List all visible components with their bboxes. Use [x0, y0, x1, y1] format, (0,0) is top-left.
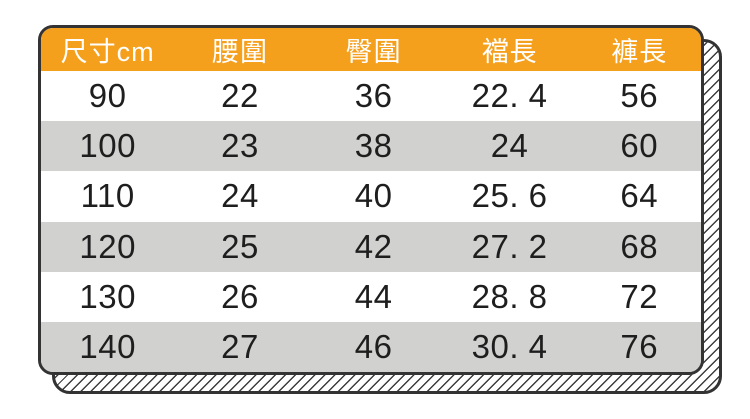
table-cell: 28. 8 — [471, 277, 548, 315]
table-cell: 24 — [490, 127, 529, 165]
table-cell: 56 — [620, 77, 659, 115]
column-header-hip: 臀圍 — [345, 37, 402, 67]
table-row: 140 27 46 30. 4 76 — [41, 321, 701, 372]
table-row: 110 24 40 25. 6 64 — [41, 171, 701, 222]
table-row: 130 26 44 28. 8 72 — [41, 271, 701, 322]
table-row: 100 23 38 24 60 — [41, 121, 701, 172]
table-row: 90 22 36 22. 4 56 — [41, 71, 701, 122]
table-cell: 25. 6 — [471, 177, 548, 215]
table-header-row: 尺寸cm 腰圍 臀圍 襠長 褲長 — [41, 28, 701, 71]
column-header-length: 褲長 — [611, 37, 668, 67]
table-cell: 110 — [80, 177, 135, 215]
size-chart-card: 尺寸cm 腰圍 臀圍 襠長 褲長 90 22 36 22. 4 56 100 2… — [38, 25, 704, 375]
table-cell: 68 — [620, 227, 659, 265]
column-header-crotch: 襠長 — [481, 37, 538, 67]
table-cell: 22 — [221, 77, 259, 115]
table-cell: 90 — [88, 77, 127, 115]
table-cell: 44 — [354, 277, 393, 315]
table-cell: 46 — [354, 327, 393, 365]
table-cell: 22. 4 — [471, 77, 548, 115]
table-cell: 130 — [79, 277, 136, 315]
table-cell: 120 — [79, 227, 136, 265]
table-cell: 38 — [354, 127, 393, 165]
table-cell: 60 — [620, 127, 659, 165]
table-cell: 27 — [221, 327, 259, 365]
table-cell: 26 — [221, 277, 259, 315]
table-cell: 42 — [354, 227, 393, 265]
table-cell: 23 — [221, 127, 259, 165]
table-cell: 40 — [354, 177, 393, 215]
table-cell: 24 — [221, 177, 259, 215]
table-cell: 25 — [221, 227, 259, 265]
table-cell: 100 — [79, 127, 136, 165]
table-row: 120 25 42 27. 2 68 — [41, 221, 701, 272]
column-header-waist: 腰圍 — [211, 37, 268, 67]
column-header-size: 尺寸cm — [60, 37, 155, 67]
table-cell: 27. 2 — [471, 227, 548, 265]
table-cell: 64 — [620, 177, 659, 215]
table-cell: 72 — [620, 277, 659, 315]
table-cell: 76 — [620, 327, 659, 365]
table-cell: 36 — [354, 77, 393, 115]
table-cell: 140 — [79, 327, 136, 365]
table-cell: 30. 4 — [471, 327, 548, 365]
